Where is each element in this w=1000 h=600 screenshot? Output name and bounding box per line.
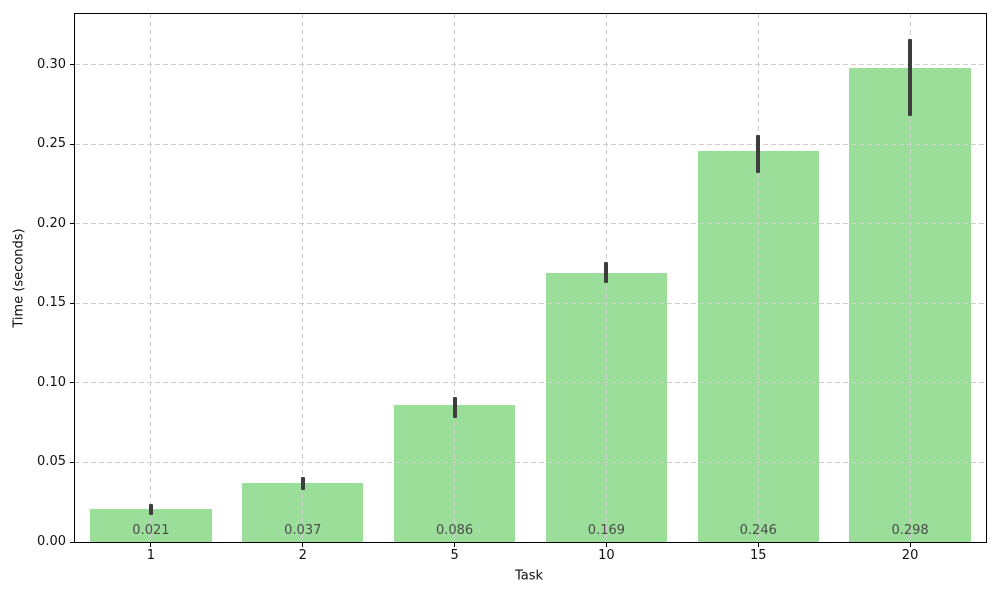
y-axis-tick (70, 64, 74, 66)
x-axis-tick-label: 1 (146, 548, 156, 563)
x-axis-tick (909, 543, 911, 547)
y-axis-tick-label: 0.30 (37, 56, 66, 72)
x-axis-tick (757, 543, 759, 547)
error-bar (908, 39, 913, 116)
x-axis-tick-label: 2 (298, 548, 307, 563)
gridline-vertical (757, 14, 759, 542)
error-bar (756, 134, 761, 174)
gridline-vertical (454, 14, 456, 542)
x-axis-label: Task (514, 568, 544, 584)
x-axis-tick (302, 543, 304, 547)
gridline-horizontal (75, 143, 986, 145)
gridline-vertical (909, 14, 911, 542)
gridline-vertical (302, 14, 304, 542)
x-axis-tick (150, 543, 152, 547)
error-bar (148, 503, 153, 515)
y-axis-tick-label: 0.10 (37, 374, 66, 390)
bar-value-label: 0.086 (435, 523, 474, 538)
x-axis-tick-label: 10 (598, 548, 615, 563)
x-axis-tick-label: 5 (450, 548, 459, 563)
bar-value-label: 0.246 (739, 523, 777, 538)
y-axis-label: Time (seconds) (11, 228, 27, 328)
y-axis-tick-label: 0.00 (37, 534, 66, 549)
bar-value-label: 0.037 (284, 523, 322, 538)
y-axis-tick-label: 0.20 (37, 215, 66, 231)
x-axis-tick-label: 15 (749, 548, 767, 563)
bar-labels-layer: 0.021 0.037 0.086 0.169 0.246 0.298 (75, 14, 986, 542)
x-axis-tick (454, 543, 456, 547)
x-axis-tick-label: 20 (901, 548, 919, 563)
y-axis-tick-label: 0.05 (37, 454, 66, 470)
y-axis-tick-label: 0.15 (37, 295, 66, 311)
y-axis-tick (70, 223, 74, 225)
gridline-vertical (150, 14, 152, 542)
gridline-horizontal (75, 461, 986, 463)
gridline-horizontal (75, 382, 986, 384)
bar-value-label: 0.298 (891, 523, 929, 538)
bar-value-label: 0.169 (587, 523, 626, 538)
y-axis-tick (70, 461, 74, 463)
y-axis-tick (70, 143, 74, 145)
y-axis-tick (70, 541, 74, 543)
error-bar (300, 476, 305, 490)
y-axis-tick (70, 302, 74, 304)
y-axis-tick (70, 382, 74, 384)
gridline-horizontal (75, 64, 986, 66)
error-bar (604, 262, 609, 283)
gridline-horizontal (75, 302, 986, 304)
y-axis-tick-label: 0.25 (37, 136, 66, 152)
bar-value-label: 0.021 (132, 523, 170, 538)
error-bar (452, 397, 457, 418)
plot-area: 0.021 0.037 0.086 0.169 0.246 0.298 (74, 13, 987, 543)
x-axis-tick (605, 543, 607, 547)
gridline-horizontal (75, 223, 986, 225)
error-bars-layer (75, 14, 986, 542)
